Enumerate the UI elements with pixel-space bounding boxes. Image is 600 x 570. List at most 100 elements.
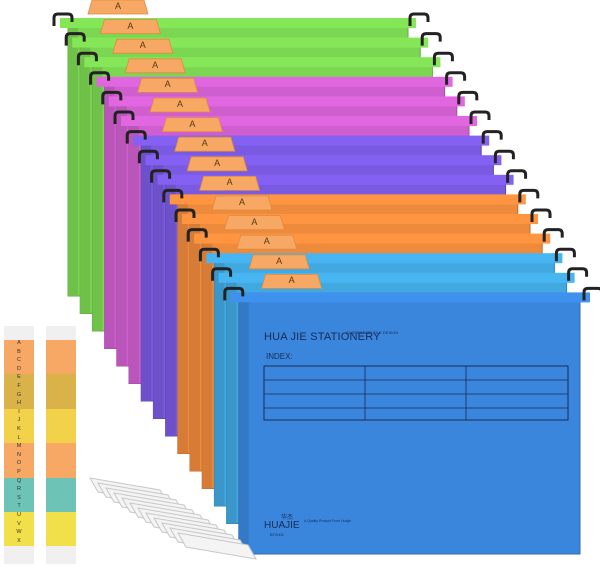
strip-color-block [4, 383, 34, 392]
tab-letter: A [226, 177, 233, 188]
folder-brand-title: HUA JIE STATIONERY [264, 331, 381, 343]
strip-color-block [4, 443, 34, 452]
strip-letter: M [16, 443, 22, 450]
strip-color-block [46, 374, 76, 383]
index-tab [174, 136, 236, 152]
index-tab [137, 78, 199, 93]
strip-color-block [46, 434, 76, 444]
strip-color-block [46, 340, 76, 349]
strip-letter: B [17, 348, 21, 355]
tab-letter: A [276, 255, 283, 266]
metal-hook [432, 51, 454, 66]
strip-color-block [4, 434, 34, 444]
tab-letter: A [201, 138, 208, 149]
strip-color-block [4, 374, 34, 383]
strip-color-block [4, 357, 34, 366]
metal-hook [408, 12, 430, 26]
strip-color-block [46, 417, 76, 426]
strip-letter: S [17, 494, 21, 501]
metal-hook [52, 12, 74, 26]
strip-letter: N [17, 451, 21, 458]
strip-letter: P [17, 469, 21, 475]
strip-color-block [4, 520, 34, 530]
strip-color-block [4, 408, 34, 418]
index-tab [236, 234, 298, 250]
folder-brand-logo: HUAJIE [264, 520, 300, 531]
strip-letter: C [17, 357, 21, 364]
strip-color-block [46, 469, 76, 478]
strip-letter: T [17, 503, 21, 510]
metal-hook [150, 169, 172, 183]
metal-hook [457, 90, 479, 105]
strip-color-block [4, 469, 34, 478]
strip-letter: J [17, 417, 21, 424]
index-tab [161, 117, 223, 132]
strip-color-block [4, 417, 34, 426]
strip-color-block [4, 365, 34, 375]
strip-color-block [46, 460, 76, 469]
index-tab [124, 58, 186, 74]
metal-hook [481, 130, 503, 144]
strip-letter: L [17, 434, 21, 441]
index-tab [223, 215, 285, 230]
tab-letter: A [127, 20, 134, 31]
metal-hook [554, 247, 576, 262]
strip-letter: A [17, 340, 21, 346]
metal-hook [582, 286, 600, 301]
tab-letter: A [288, 275, 295, 286]
tab-letter: A [152, 59, 159, 70]
strip-color-block [46, 426, 76, 435]
index-tab [248, 254, 310, 270]
hanging-folder-stack [52, 0, 600, 555]
index-tab [99, 19, 161, 34]
metal-hook [174, 208, 196, 222]
index-tab [211, 195, 273, 211]
metal-hook [76, 51, 98, 66]
index-tab [186, 156, 248, 172]
strip-letter: F [17, 383, 21, 389]
metal-hook [137, 149, 159, 164]
tab-letter: A [214, 157, 221, 168]
metal-hook [211, 267, 233, 281]
front-folder-index-table [263, 365, 569, 421]
hanging-folder [223, 286, 600, 555]
strip-letter: U [17, 512, 21, 518]
metal-hook [530, 208, 552, 222]
tab-letter: A [114, 1, 121, 11]
strip-color-block [4, 486, 34, 495]
strip-letter: O [16, 460, 22, 467]
metal-hook [162, 188, 184, 203]
strip-color-block [4, 400, 34, 409]
strip-letter: H [17, 400, 21, 407]
strip-color-block [46, 520, 76, 530]
strip-color-block [4, 426, 34, 435]
strip-letter: D [17, 365, 21, 372]
metal-hook [64, 32, 86, 46]
strip-color-block [4, 460, 34, 469]
strip-color-block [4, 537, 34, 547]
metal-hook [420, 32, 442, 46]
metal-hook [125, 130, 147, 144]
strip-color-block [46, 537, 76, 547]
folder-brand-note: A Quality Product From Huajie [304, 519, 352, 523]
clear-tab-holder [177, 532, 257, 560]
index-tab [112, 38, 174, 54]
metal-hook [223, 286, 245, 301]
strip-color-block [46, 486, 76, 495]
index-tab [87, 0, 149, 15]
strip-letter: G [16, 391, 22, 398]
tab-letter: A [164, 79, 171, 90]
metal-hook [198, 247, 220, 262]
strip-color-block [46, 365, 76, 375]
index-tab [199, 176, 261, 191]
strip-color-block [4, 340, 34, 349]
strip-letter: X [17, 537, 21, 544]
strip-color-block [46, 503, 76, 512]
metal-hook [518, 188, 540, 203]
strip-letter: Q [16, 477, 22, 484]
metal-hook [89, 71, 111, 85]
metal-hook [542, 228, 564, 242]
metal-hook [113, 110, 135, 124]
plastic-tab-holders [89, 477, 257, 560]
